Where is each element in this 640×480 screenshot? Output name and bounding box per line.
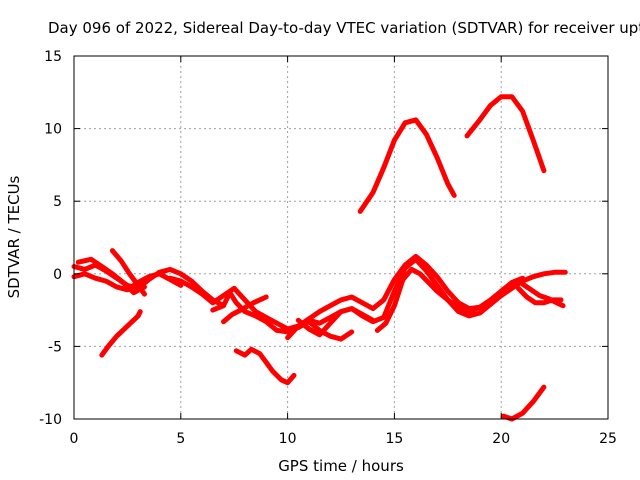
series-trace-h: [221, 294, 269, 325]
series-trace-f: [167, 275, 376, 332]
series-trace-n: [520, 281, 566, 309]
series-trace-i: [233, 346, 297, 386]
plot-frame: [73, 55, 609, 420]
series-trace-g: [210, 290, 355, 342]
y-tick-label: -10: [39, 412, 62, 428]
series-trace-e: [109, 248, 147, 297]
y-axis-label: SDTVAR / TECUs: [5, 175, 23, 298]
x-tick-label: 25: [599, 431, 617, 447]
y-tick-label: 0: [53, 267, 62, 283]
chart-title: Day 096 of 2022, Sidereal Day-to-day VTE…: [48, 19, 640, 37]
grid: [74, 56, 608, 419]
y-tick-label: -5: [48, 339, 62, 355]
series-trace-a: [71, 262, 226, 309]
x-tick-label: 5: [176, 431, 185, 447]
x-axis-label: GPS time / hours: [278, 457, 404, 475]
y-tick-label: 5: [53, 194, 62, 210]
series-trace-o: [357, 117, 457, 214]
axis-ticks: 0 5 10 15 20 25 -10 -5 0 5 10 15: [39, 49, 617, 447]
x-tick-label: 10: [279, 431, 297, 447]
series-trace-l: [374, 266, 493, 333]
plot-series: [71, 94, 568, 422]
series-trace-p: [464, 94, 547, 174]
x-tick-label: 20: [492, 431, 510, 447]
y-tick-label: 15: [44, 49, 62, 65]
series-trace-d: [99, 309, 143, 358]
x-tick-label: 0: [70, 431, 79, 447]
y-tick-label: 10: [44, 122, 62, 138]
series-trace-q: [500, 384, 547, 422]
series-trace-c: [75, 256, 147, 296]
x-tick-label: 15: [385, 431, 403, 447]
